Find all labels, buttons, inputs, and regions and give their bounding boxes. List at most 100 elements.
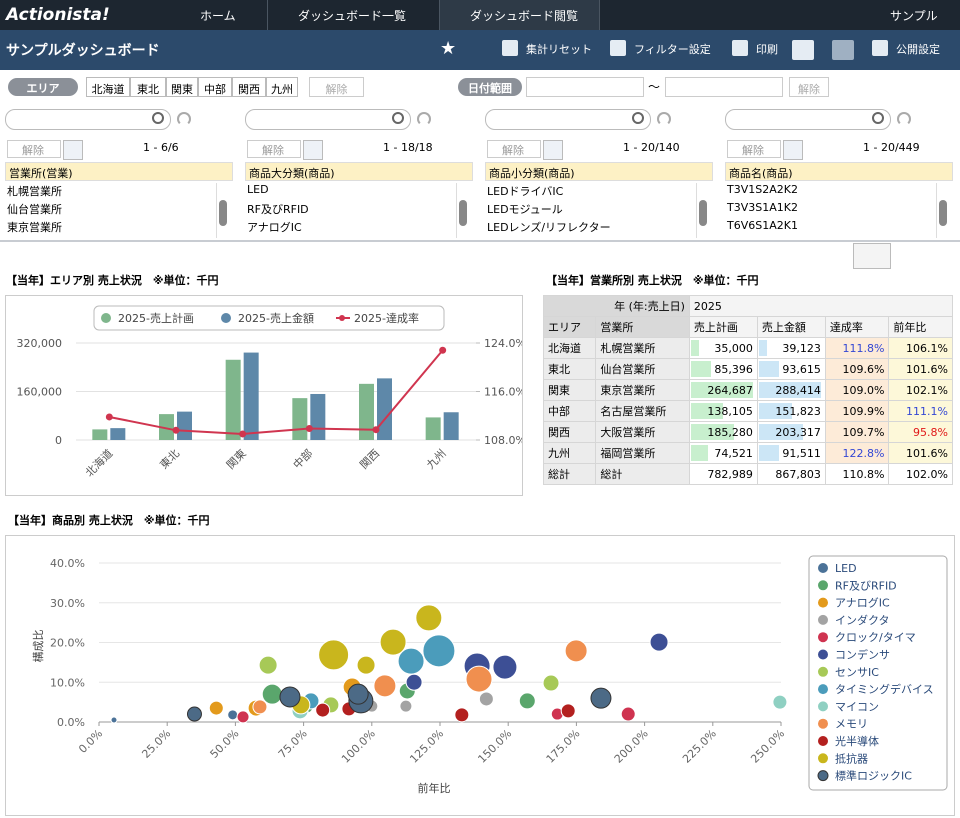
bubble: [621, 707, 635, 721]
clear-button[interactable]: 解除: [727, 140, 781, 158]
table-cell: 関西: [544, 422, 596, 443]
legend-label: インダクタ: [835, 613, 890, 627]
list-item[interactable]: RF及びRFID: [245, 200, 455, 218]
bar: [310, 394, 325, 440]
area-badge: エリア: [8, 78, 78, 96]
year-header: 年 (年:売上日): [544, 296, 690, 317]
bubble: [228, 710, 238, 720]
bubble: [319, 640, 349, 670]
list-item[interactable]: LEDモジュール: [485, 200, 695, 218]
x-tick-label: 125.0%: [407, 727, 446, 766]
undo-icon[interactable]: [177, 112, 191, 126]
table-cell: 東京営業所: [596, 380, 690, 401]
y-tick-label: 20.0%: [50, 637, 85, 650]
bubble: [237, 711, 249, 723]
bubble: [209, 701, 223, 715]
clear-button[interactable]: 解除: [789, 77, 829, 97]
list-item[interactable]: 仙台営業所: [5, 200, 215, 218]
bubble: [519, 693, 535, 709]
x-tick-label: 150.0%: [475, 727, 514, 766]
list-item[interactable]: LED: [245, 182, 455, 200]
cell-text: 122.8%: [842, 447, 884, 460]
y2-tick-label: 124.0%: [484, 337, 523, 350]
table-cell: 138,105: [689, 401, 757, 422]
clear-button[interactable]: 解除: [247, 140, 301, 158]
table-cell: 85,396: [689, 359, 757, 380]
search-box[interactable]: [245, 109, 411, 130]
clear-button[interactable]: 解除: [487, 140, 541, 158]
breadcrumb[interactable]: ホーム: [170, 0, 268, 30]
data-bar: [759, 445, 779, 461]
list-item[interactable]: T6V6S1A2K1: [725, 218, 935, 236]
edit-button[interactable]: [543, 140, 563, 160]
sales-table: 年 (年:売上日)2025エリア営業所売上計画売上金額達成率前年比北海道札幌営業…: [543, 295, 953, 485]
undo-icon[interactable]: [897, 112, 911, 126]
x-tick-label: 関西: [357, 447, 382, 472]
y2-tick-label: 108.0%: [484, 434, 523, 447]
legend-label: 光半導体: [835, 734, 879, 748]
date-input[interactable]: [526, 77, 644, 97]
cell-text: 138,105: [707, 405, 753, 418]
list-item[interactable]: LEDレンズ/リフレクター: [485, 218, 695, 236]
toolbar-action[interactable]: 公開設定: [896, 41, 960, 59]
collapse-button[interactable]: [853, 243, 891, 269]
table-cell: 95.8%: [889, 422, 953, 443]
clear-button[interactable]: 解除: [7, 140, 61, 158]
cell-text: 福岡営業所: [600, 447, 655, 460]
data-bar: [759, 361, 779, 377]
cell-text: 札幌営業所: [600, 342, 655, 355]
date-input[interactable]: [665, 77, 783, 97]
x-tick-label: 200.0%: [612, 727, 651, 766]
undo-icon[interactable]: [417, 112, 431, 126]
bubble: [479, 692, 493, 706]
area-button[interactable]: 関西: [232, 77, 266, 97]
clear-button[interactable]: 解除: [309, 77, 364, 97]
bar: [110, 428, 125, 440]
favorite-star[interactable]: ★: [440, 38, 470, 60]
edit-button[interactable]: [783, 140, 803, 160]
scroll-thumb: [459, 200, 467, 226]
x-tick-label: 250.0%: [748, 727, 787, 766]
bar: [92, 429, 107, 440]
edit-button[interactable]: [63, 140, 83, 160]
bubble: [406, 674, 422, 690]
list-item[interactable]: T3V1S2A2K2: [725, 182, 935, 200]
list-item[interactable]: LEDドライバIC: [485, 182, 695, 200]
bubble: [591, 688, 611, 708]
cell-text: 総計: [600, 468, 622, 481]
user-menu[interactable]: サンプル: [890, 7, 955, 25]
edit-button[interactable]: [303, 140, 323, 160]
cell-text: 109.7%: [842, 426, 884, 439]
undo-icon[interactable]: [657, 112, 671, 126]
search-box[interactable]: [5, 109, 171, 130]
breadcrumb[interactable]: ダッシュボード一覧: [268, 0, 440, 30]
toolbar-action[interactable]: フィルター設定: [634, 41, 734, 59]
chart-title: 【当年】エリア別 売上状況 ※単位：千円: [6, 272, 406, 288]
area-button[interactable]: 九州: [266, 77, 298, 97]
cell-text: 288,414: [775, 384, 821, 397]
area-button[interactable]: 北海道: [86, 77, 130, 97]
divider: [0, 240, 960, 242]
list-item[interactable]: T3V3S1A1K2: [725, 200, 935, 218]
search-box[interactable]: [725, 109, 891, 130]
cell-text: 264,687: [707, 384, 753, 397]
column-header: 営業所: [596, 317, 690, 338]
list-item[interactable]: 札幌営業所: [5, 182, 215, 200]
list-item[interactable]: アナログIC: [245, 218, 455, 236]
area-button[interactable]: 中部: [198, 77, 232, 97]
area-button[interactable]: 東北: [130, 77, 166, 97]
list-item[interactable]: 東京営業所: [5, 218, 215, 236]
breadcrumb[interactable]: ダッシュボード閲覧: [440, 0, 600, 30]
table-cell: 109.9%: [825, 401, 889, 422]
table-cell: 102.1%: [889, 380, 953, 401]
search-box[interactable]: [485, 109, 651, 130]
cell-text: 109.0%: [842, 384, 884, 397]
table-cell: 北海道: [544, 338, 596, 359]
table-cell: 203,317: [757, 422, 825, 443]
cell-text: 名古屋営業所: [600, 405, 666, 418]
bar: [292, 398, 307, 440]
cell-text: 101.6%: [906, 447, 948, 460]
area-button[interactable]: 関東: [166, 77, 198, 97]
cell-text: 中部: [548, 405, 570, 418]
